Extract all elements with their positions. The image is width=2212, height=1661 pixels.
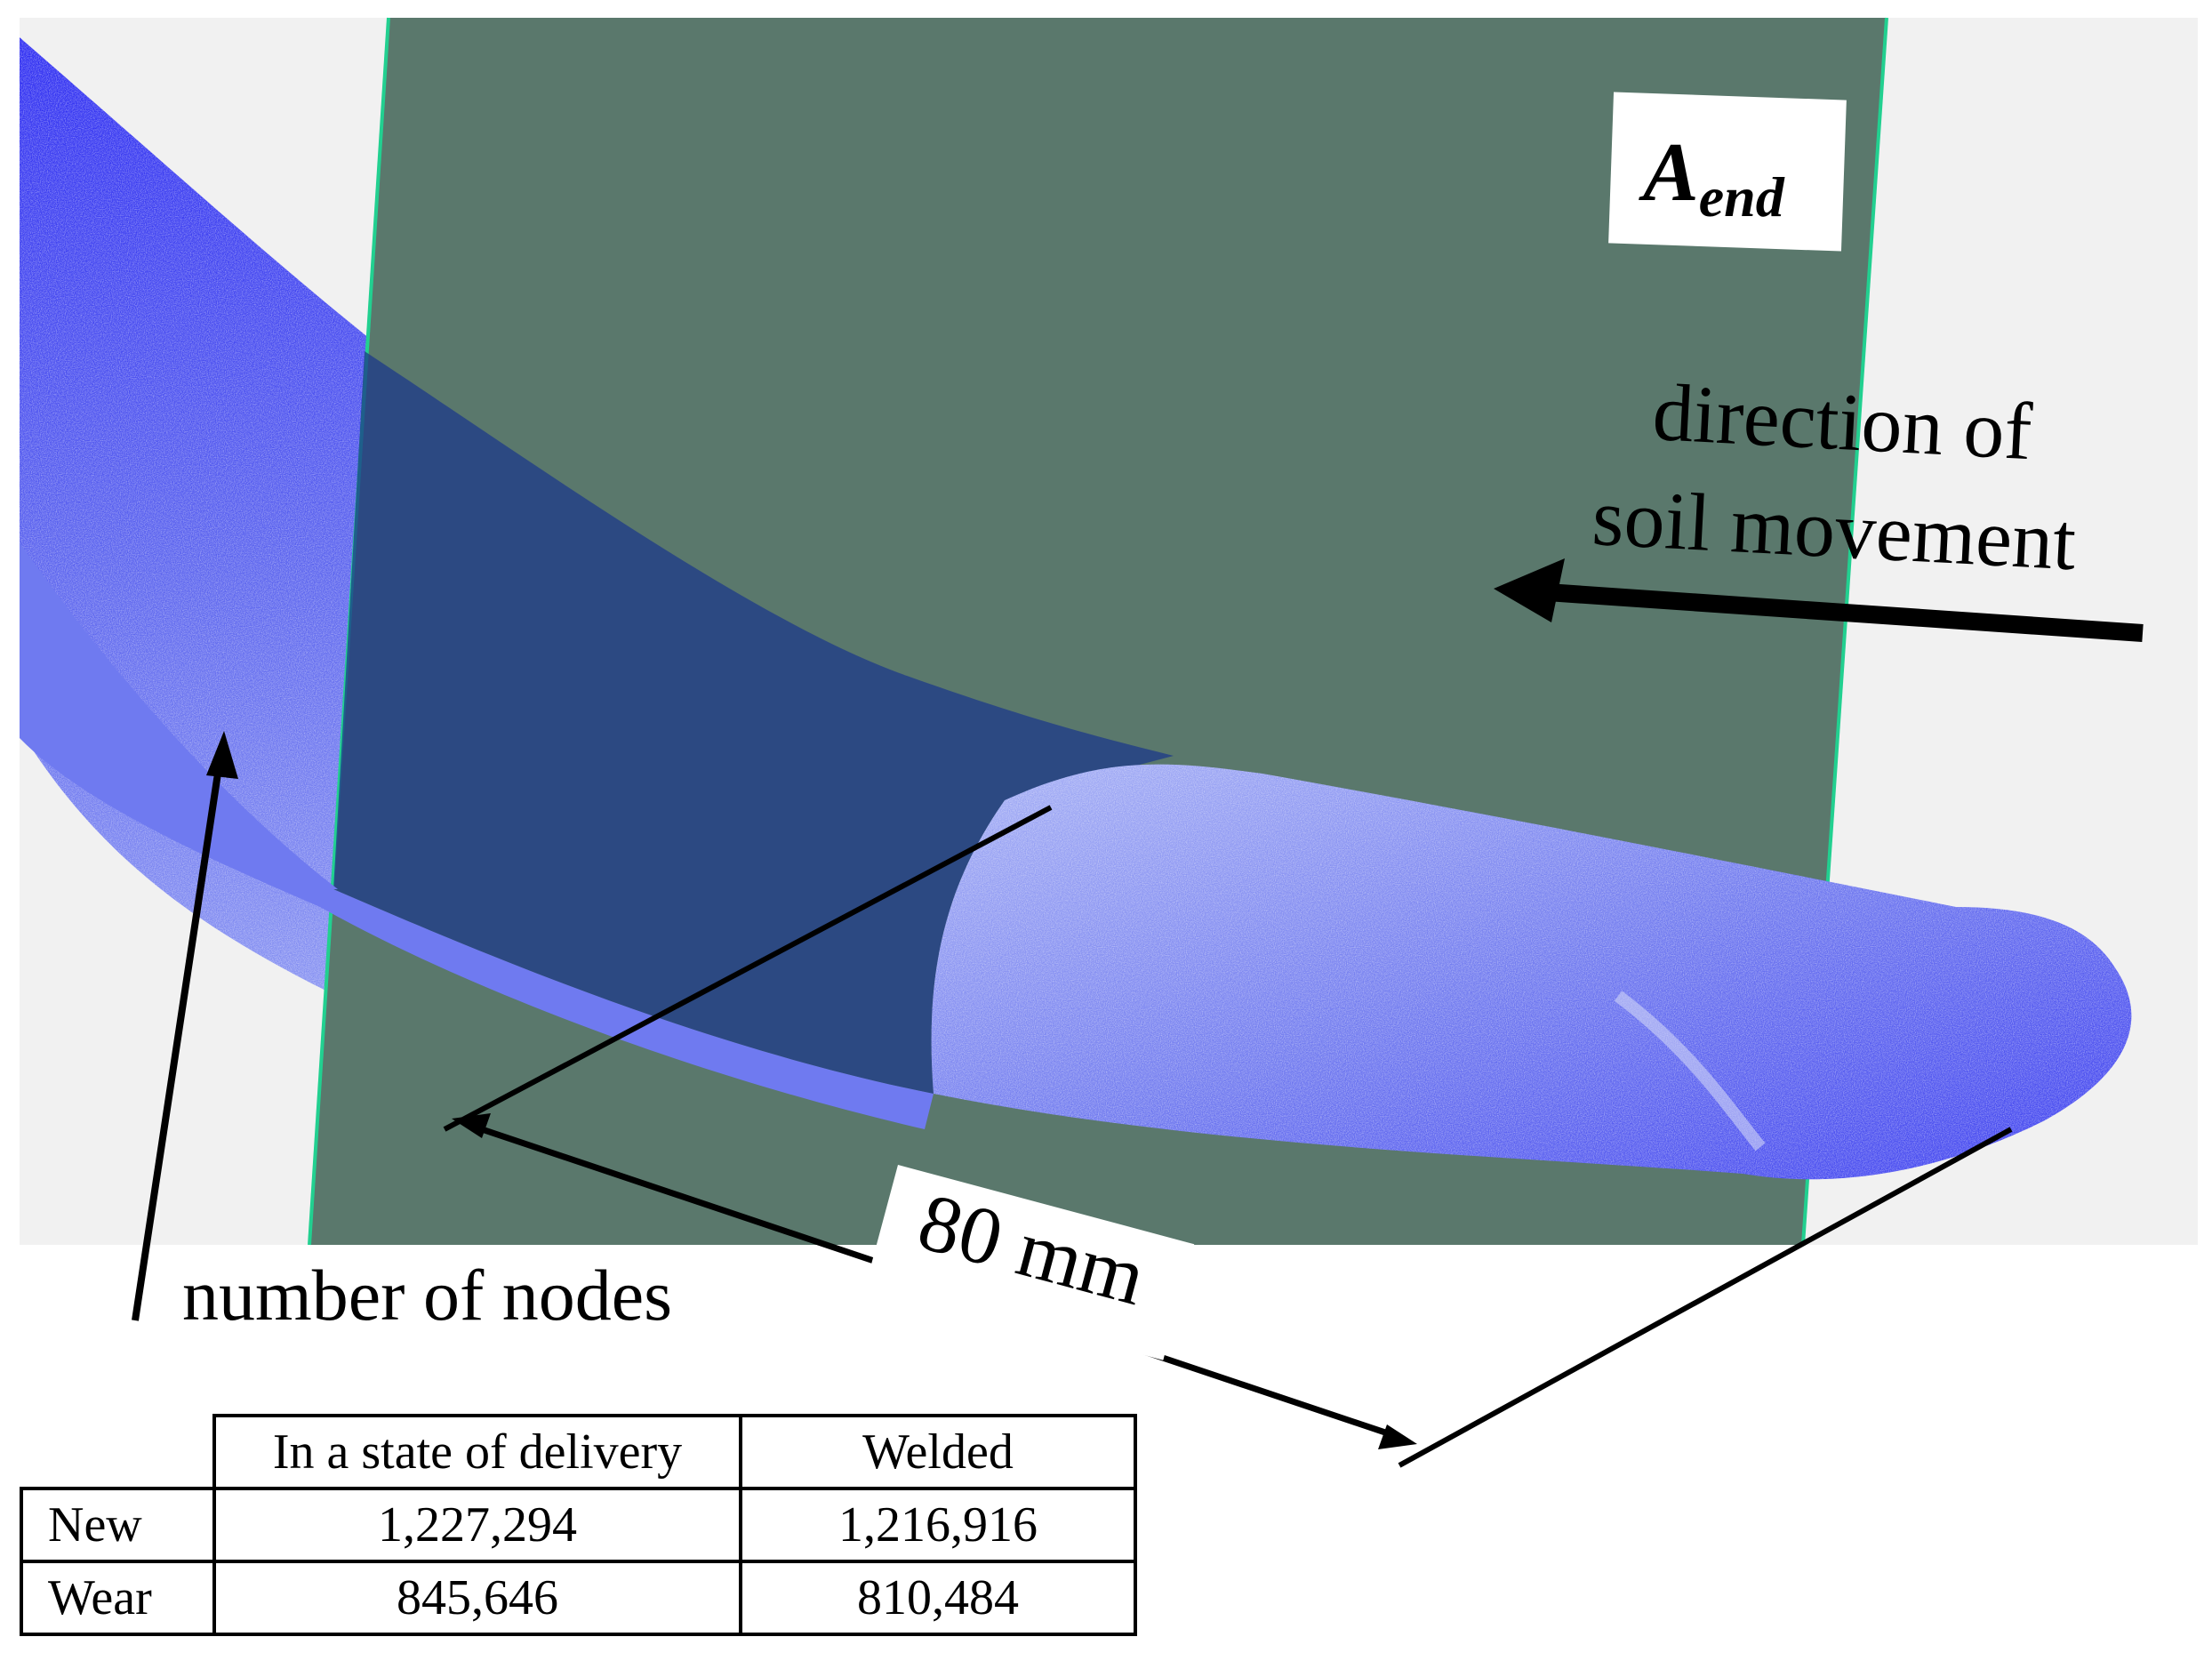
table-cell: 810,484 [739, 1560, 1137, 1636]
table-header-delivery: In a state of delivery [212, 1414, 742, 1490]
plane-label: Aend [1643, 124, 1784, 229]
nodes-table: In a state of delivery Welded New 1,227,… [20, 1414, 1137, 1636]
table-header-welded: Welded [739, 1414, 1137, 1490]
plane-label-subscript: end [1698, 165, 1784, 229]
table-row-label: New [20, 1487, 216, 1563]
table-row-label: Wear [20, 1560, 216, 1636]
table-row: Wear 845,646 810,484 [20, 1560, 1137, 1636]
dimension-extension-right [1398, 1127, 2013, 1468]
blade-mesh-lower [20, 542, 934, 1129]
dimension-extension-left [443, 805, 1053, 1132]
table-corner-cell [21, 1416, 216, 1490]
nodes-arrow-head [206, 731, 238, 779]
blade-mesh-tip-grain [931, 764, 2132, 1180]
dimension-arrow-left [452, 1113, 491, 1138]
nodes-arrow-shaft [132, 755, 224, 1321]
plane-label-main: A [1643, 126, 1699, 219]
direction-arrow-head [1494, 558, 1565, 622]
nodes-label: number of nodes [182, 1255, 673, 1336]
table-cell: 845,646 [212, 1560, 742, 1636]
direction-arrow-shaft [1546, 583, 2144, 642]
blade-tip-ridge [1614, 991, 1766, 1151]
direction-label-line1: direction of [1650, 365, 2034, 477]
table-row: New 1,227,294 1,216,916 [20, 1487, 1137, 1563]
table-cell: 1,227,294 [212, 1487, 742, 1563]
blade-mesh-through-plane [333, 351, 1174, 1094]
dimension-arrow-right [1378, 1424, 1417, 1449]
table-cell: 1,216,916 [739, 1487, 1137, 1563]
table-header-row: In a state of delivery Welded [21, 1414, 1137, 1490]
